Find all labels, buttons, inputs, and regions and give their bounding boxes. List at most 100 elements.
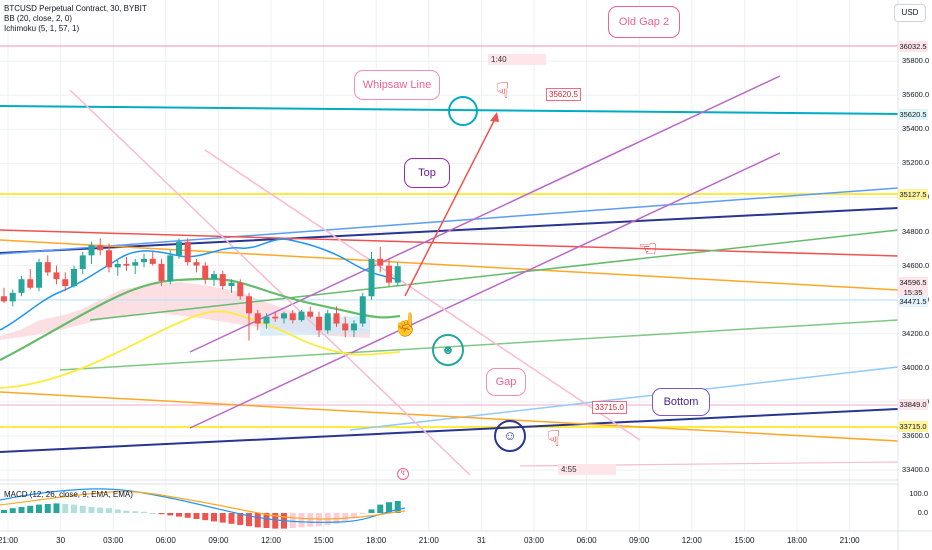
hand-pointing-up-icon[interactable]: ☝ bbox=[392, 312, 420, 337]
top-callout[interactable]: Top bbox=[404, 158, 450, 188]
time-tick-label: 03:00 bbox=[103, 536, 124, 545]
candle-body bbox=[132, 262, 139, 266]
candle-body bbox=[62, 279, 69, 287]
candle-body bbox=[79, 255, 86, 270]
macd-bar bbox=[97, 507, 104, 513]
tag-yellow-top: 35127.5 bbox=[898, 189, 928, 200]
candle-body bbox=[272, 316, 279, 319]
candle-body bbox=[219, 274, 226, 287]
macd-bar bbox=[228, 513, 235, 524]
macd-bar bbox=[141, 511, 147, 513]
bb-upper-line bbox=[0, 238, 401, 331]
hand-pointing-left-icon[interactable]: ☜ bbox=[638, 236, 658, 261]
chart-legend: BTCUSD Perpetual Contract, 30, BYBIT BB … bbox=[4, 4, 147, 34]
macd-bar bbox=[211, 513, 217, 522]
whipsaw-callout[interactable]: Whipsaw Line bbox=[354, 70, 440, 100]
candle-body bbox=[316, 316, 322, 331]
pink-diagonal-2 bbox=[204, 149, 641, 441]
candle-body bbox=[377, 258, 384, 266]
price-tick-label: 35600.0 bbox=[902, 90, 930, 100]
time-tick-label: 18:00 bbox=[366, 536, 387, 545]
macd-bar bbox=[27, 505, 34, 513]
macd-bar bbox=[44, 504, 51, 513]
macd-line bbox=[0, 488, 406, 523]
price-tick-label: 34000.0 bbox=[902, 362, 930, 372]
price-label-33715[interactable]: 33715.0 bbox=[592, 401, 627, 414]
neutral-face-icon[interactable]: − bbox=[448, 96, 478, 126]
candle-body bbox=[281, 313, 287, 319]
time-tick-label: 15:00 bbox=[734, 536, 755, 545]
macd-bar bbox=[219, 513, 226, 523]
price-tick-label: 34800.0 bbox=[902, 226, 930, 236]
macd-bar bbox=[71, 504, 77, 513]
bb-legend[interactable]: BB (20, close, 2, 0) bbox=[4, 14, 73, 23]
macd-bar bbox=[79, 505, 86, 513]
candle-body bbox=[202, 265, 209, 280]
currency-button[interactable]: USD bbox=[894, 4, 926, 22]
hand-pointing-down-icon[interactable]: ☟ bbox=[547, 426, 561, 451]
candle-body bbox=[289, 313, 296, 321]
candle-body bbox=[114, 263, 121, 268]
bottom-callout[interactable]: Bottom bbox=[652, 388, 710, 416]
candle-body bbox=[254, 313, 261, 324]
macd-bar bbox=[307, 513, 314, 527]
macd-bar bbox=[193, 513, 200, 519]
candle-body bbox=[71, 269, 77, 287]
time-tick-label: 31 bbox=[476, 536, 486, 545]
price-tick-label: 35200.0 bbox=[902, 158, 930, 168]
price-tick-label: 34200.0 bbox=[902, 328, 930, 338]
blue-trendline-top bbox=[0, 187, 899, 255]
candle-body bbox=[246, 296, 252, 314]
lightning-icon[interactable]: ↯ bbox=[397, 468, 409, 480]
macd-bar bbox=[18, 507, 25, 513]
macd-bar bbox=[36, 504, 42, 513]
blue-trendline-bottom bbox=[349, 366, 899, 431]
macd-bar bbox=[167, 513, 174, 516]
hand-pointing-down-icon[interactable]: ☟ bbox=[496, 78, 510, 103]
candle-body bbox=[106, 250, 112, 268]
macd-legend[interactable]: MACD (12, 26, close, 9, EMA, EMA) bbox=[4, 490, 133, 499]
candle-body bbox=[342, 323, 349, 331]
orange-trendline-top bbox=[0, 239, 899, 291]
macd-bar bbox=[368, 509, 375, 513]
neutral-face-icon[interactable]: ☻ bbox=[432, 334, 464, 366]
time-tick-label: 12:00 bbox=[260, 536, 282, 545]
candle-body bbox=[193, 262, 200, 266]
macd-bar bbox=[176, 513, 182, 517]
navy-trendline-bottom bbox=[0, 408, 899, 453]
candle-body bbox=[167, 255, 174, 281]
projection-arrowhead bbox=[490, 112, 499, 122]
price-label-35620[interactable]: 35620.5 bbox=[546, 88, 581, 101]
macd-bar bbox=[158, 513, 165, 515]
time-tick-label: 09:00 bbox=[208, 536, 229, 545]
time-tick-label: 18:00 bbox=[786, 536, 808, 545]
macd-bar bbox=[149, 513, 156, 514]
candle-body bbox=[263, 316, 270, 324]
candle-body bbox=[18, 279, 25, 293]
macd-bar bbox=[263, 513, 270, 528]
smile-face-icon[interactable]: ☺ bbox=[494, 420, 526, 452]
bb-lower-line bbox=[0, 310, 401, 389]
gap-callout[interactable]: Gap bbox=[486, 368, 526, 396]
candle-body bbox=[386, 265, 392, 283]
macd-bar bbox=[272, 513, 279, 529]
time-tick-label: 15:00 bbox=[313, 536, 334, 545]
ichimoku-legend[interactable]: Ichimoku (5, 1, 57, 1) bbox=[4, 24, 80, 33]
projection-arrow bbox=[404, 114, 498, 297]
macd-bar bbox=[386, 502, 392, 513]
macd-bar bbox=[1, 510, 7, 513]
tag-old-gap: 36032.5 bbox=[898, 41, 928, 52]
tag-whipsaw: 35620.5 bbox=[898, 109, 928, 120]
time-tick-label: 06:00 bbox=[155, 536, 176, 545]
candle-body bbox=[158, 263, 165, 281]
macd-bar bbox=[254, 513, 261, 528]
symbol-title[interactable]: BTCUSD Perpetual Contract, 30, BYBIT bbox=[4, 4, 147, 13]
candle-body bbox=[97, 245, 104, 251]
old-gap-callout[interactable]: Old Gap 2 bbox=[608, 6, 680, 38]
price-tick-label: 33600.0 bbox=[902, 430, 930, 440]
tag-last-price: 34596.5 bbox=[898, 277, 928, 288]
macd-tick-label: 0.0 bbox=[917, 508, 928, 517]
tag-sma: 34471.5 bbox=[898, 296, 928, 307]
macd-bar bbox=[289, 513, 296, 528]
